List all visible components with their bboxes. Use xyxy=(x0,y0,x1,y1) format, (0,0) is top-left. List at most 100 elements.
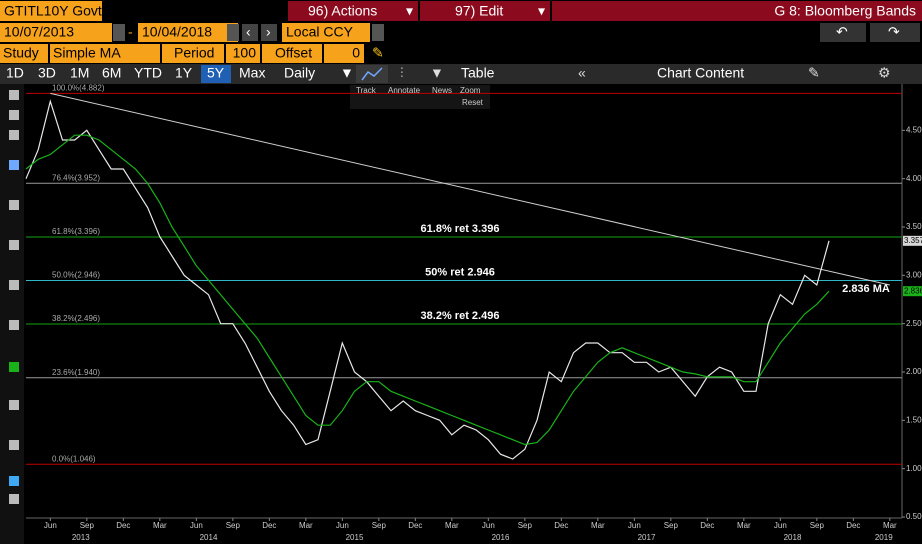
tool-button[interactable]: Track xyxy=(356,86,377,95)
start-date: 10/07/2013 xyxy=(4,24,74,40)
range-button[interactable]: 6M xyxy=(102,65,121,81)
next-button[interactable] xyxy=(261,24,277,41)
tool-icon[interactable] xyxy=(9,476,19,486)
tool-icon[interactable] xyxy=(9,200,19,210)
dropdown-arrow: ▾ xyxy=(406,3,413,19)
y-tick-label: 4.500 xyxy=(906,125,922,134)
collapse-button[interactable]: « xyxy=(578,65,586,81)
dropdown-arrow[interactable]: ▼ xyxy=(430,65,444,81)
retracement-label: 76.4%(3.952) xyxy=(52,173,100,182)
tool-icon[interactable] xyxy=(9,440,19,450)
tool-icon[interactable] xyxy=(9,494,19,504)
range-buttons: 1D 3D 1M 6M YTD 1Y 5Y Max Daily ▼ xyxy=(6,65,354,83)
currency-dropdown[interactable] xyxy=(372,24,384,41)
range-button[interactable]: YTD xyxy=(134,65,162,81)
next-arrow: › xyxy=(266,24,271,40)
tool-icon[interactable] xyxy=(9,160,19,170)
tool-button[interactable]: News xyxy=(432,86,452,95)
start-date-input[interactable] xyxy=(0,23,112,42)
x-year-label: 2016 xyxy=(492,533,510,542)
x-tick-label: Jun xyxy=(774,521,787,530)
tool-button[interactable]: Annotate xyxy=(388,86,421,95)
study-label-box xyxy=(0,44,48,63)
prev-button[interactable] xyxy=(242,24,258,41)
retracement-label: 61.8%(3.396) xyxy=(52,227,100,236)
dropdown-arrow[interactable]: ▼ xyxy=(340,65,354,81)
frequency[interactable]: Daily xyxy=(284,65,315,81)
tool-icon[interactable] xyxy=(9,320,19,330)
tool-icon[interactable] xyxy=(9,110,19,120)
range-button[interactable]: 5Y xyxy=(207,65,225,81)
x-tick-label: Dec xyxy=(554,521,568,530)
offset: 0 xyxy=(352,45,360,61)
edit: 97) Edit xyxy=(455,3,503,19)
tool-icon[interactable] xyxy=(9,240,19,250)
chart-content-button[interactable]: Chart Content xyxy=(657,65,744,81)
x-tick-label: Sep xyxy=(372,521,387,530)
y-tick-label: 3.000 xyxy=(906,270,922,279)
x-tick-label: Sep xyxy=(80,521,95,530)
retracement-note: 61.8% ret 3.396 xyxy=(421,223,500,235)
redo-icon: ↷ xyxy=(888,24,900,40)
retracement-label: 50.0%(2.946) xyxy=(52,271,100,280)
end-date-input[interactable] xyxy=(138,23,238,42)
x-tick-label: Jun xyxy=(482,521,495,530)
actions: 96) Actions xyxy=(308,3,377,19)
edit-icon[interactable]: ✎ xyxy=(808,65,820,81)
x-tick-label: Mar xyxy=(299,521,313,530)
tool-icon[interactable] xyxy=(9,90,19,100)
x-tick-label: Jun xyxy=(336,521,349,530)
range-button[interactable]: 3D xyxy=(38,65,56,81)
function-bar xyxy=(552,1,922,21)
edit-menu[interactable] xyxy=(420,1,550,21)
y-tick-label: 4.000 xyxy=(906,174,922,183)
tool-icon[interactable] xyxy=(9,362,19,372)
y-tick-label: 2.000 xyxy=(906,367,922,376)
x-tick-label: Mar xyxy=(883,521,897,530)
series-line xyxy=(25,134,830,446)
x-tick-label: Dec xyxy=(116,521,130,530)
pencil-icon[interactable]: ✎ xyxy=(372,45,384,61)
table-button[interactable]: Table xyxy=(461,65,495,81)
y-tick-label: 1.500 xyxy=(906,415,922,424)
trendline xyxy=(50,92,890,286)
calendar-icon[interactable] xyxy=(113,24,125,41)
candle-icon[interactable]: ⫶ xyxy=(400,65,404,81)
tool-icon[interactable] xyxy=(9,280,19,290)
offset-input[interactable] xyxy=(324,44,364,63)
plot: 0.500 1.000 1.500 2.000 2.500 3.000 3.500 4.000… xyxy=(25,84,922,542)
range-button[interactable]: 1Y xyxy=(175,65,193,81)
x-tick-label: Jun xyxy=(628,521,641,530)
x-tick-label: Sep xyxy=(810,521,825,530)
currency-input[interactable] xyxy=(282,23,370,42)
tool-icons xyxy=(9,90,19,504)
tool-button[interactable]: Reset xyxy=(462,98,484,107)
x-tick-label: Dec xyxy=(700,521,714,530)
x-tick-label: Dec xyxy=(408,521,422,530)
calendar-icon[interactable] xyxy=(227,24,239,41)
x-year-label: 2017 xyxy=(638,533,656,542)
undo-button[interactable] xyxy=(820,23,866,42)
x-tick-label: Sep xyxy=(518,521,533,530)
tool-icon[interactable] xyxy=(9,400,19,410)
period-input[interactable] xyxy=(226,44,260,63)
y-tick-label: 3.500 xyxy=(906,222,922,231)
ticker-box[interactable] xyxy=(0,1,102,21)
series-line xyxy=(25,99,830,460)
range-button[interactable]: 1D xyxy=(6,65,24,81)
x-tick-label: Mar xyxy=(737,521,751,530)
tool-strip xyxy=(0,84,24,544)
redo-button[interactable] xyxy=(870,23,920,42)
range-button[interactable]: 1M xyxy=(70,65,89,81)
x-tick-label: Dec xyxy=(846,521,860,530)
actions-menu[interactable] xyxy=(288,1,418,21)
line-icon xyxy=(361,67,383,81)
last-value-box xyxy=(903,286,922,297)
range-button[interactable]: Max xyxy=(239,65,265,81)
tool-icon[interactable] xyxy=(9,130,19,140)
settings-icon[interactable]: ⚙ xyxy=(878,65,891,81)
tool-button[interactable]: Zoom xyxy=(460,86,481,95)
study-input[interactable] xyxy=(50,44,160,63)
